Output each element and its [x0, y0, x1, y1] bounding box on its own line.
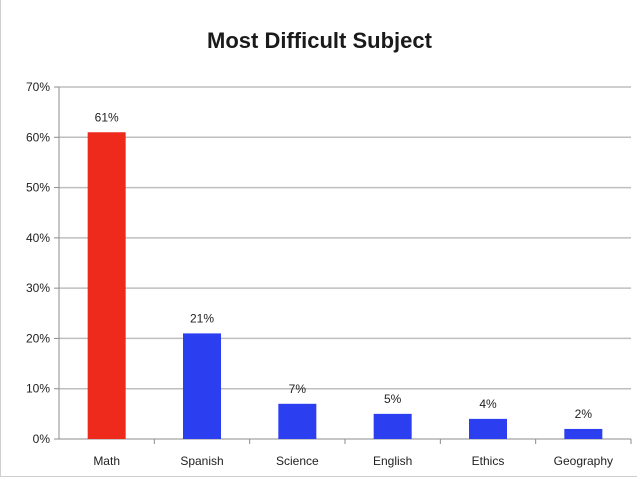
- data-label-math: 61%: [95, 110, 119, 124]
- x-tick-label: Science: [276, 454, 319, 468]
- labels: 0% 10% 20% 30% 40% 50% 60% 70% 61% Math 21% Spanish…: [26, 80, 613, 468]
- x-tick-label: Geography: [554, 454, 613, 468]
- gridlines: [59, 86, 631, 390]
- data-label-english: 5%: [384, 392, 402, 406]
- chart-title: Most Difficult Subject: [207, 28, 432, 53]
- y-tick-label: 0%: [33, 432, 51, 446]
- y-tick-label: 60%: [26, 130, 50, 144]
- bar-english: [373, 413, 412, 439]
- y-tick-label: 40%: [26, 231, 50, 245]
- x-tick-label: Spanish: [180, 454, 223, 468]
- bar-spanish: [183, 333, 221, 439]
- bar-geography: [564, 428, 603, 439]
- x-tick-label: English: [373, 454, 412, 468]
- data-label-science: 7%: [289, 382, 307, 396]
- bar-math: [87, 132, 126, 439]
- axes: [54, 86, 632, 444]
- y-tick-label: 10%: [26, 382, 50, 396]
- bar-science: [278, 403, 317, 439]
- y-tick-label: 70%: [26, 80, 50, 94]
- y-tick-label: 50%: [26, 181, 50, 195]
- data-label-ethics: 4%: [479, 397, 497, 411]
- x-tick-label: Ethics: [472, 454, 505, 468]
- x-tick-label: Math: [93, 454, 120, 468]
- bar-ethics: [469, 418, 507, 439]
- y-tick-label: 20%: [26, 331, 50, 345]
- data-label-geography: 2%: [575, 407, 593, 421]
- bars: [87, 132, 603, 439]
- data-label-spanish: 21%: [190, 311, 214, 325]
- y-tick-label: 30%: [26, 281, 50, 295]
